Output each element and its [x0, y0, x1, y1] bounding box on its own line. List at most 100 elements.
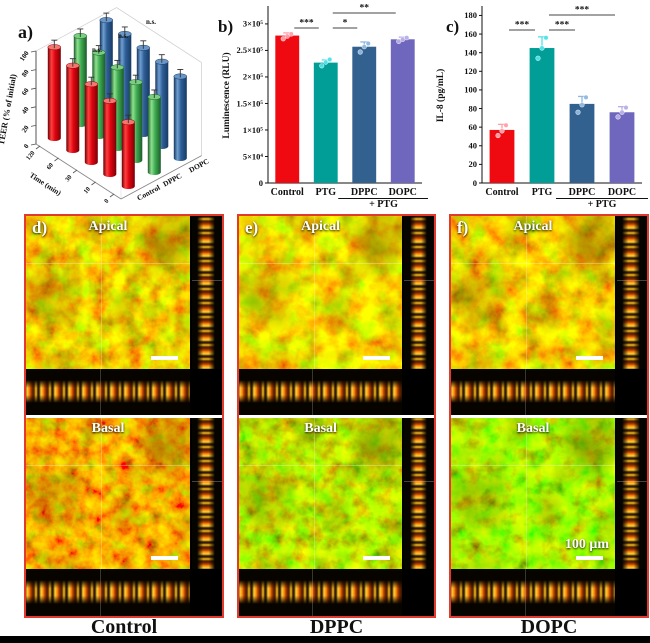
ortho-xz-strip [239, 369, 403, 415]
figure-bottom-border [0, 636, 650, 643]
panel-e-letter: e) [245, 218, 259, 237]
svg-text:80: 80 [20, 68, 31, 79]
svg-text:IL-8 (pg/mL): IL-8 (pg/mL) [435, 69, 446, 123]
svg-text:PTG: PTG [532, 187, 553, 198]
panel-f-basal-xz-row [451, 569, 647, 616]
caption-dppc: DPPC [309, 616, 364, 638]
svg-text:120: 120 [25, 150, 37, 162]
scale-bar [363, 356, 391, 360]
ortho-yz-strip [192, 216, 222, 369]
svg-text:5×10⁴: 5×10⁴ [243, 151, 264, 161]
apical-label: Apical [513, 219, 553, 234]
crosshair-line [26, 464, 190, 466]
ortho-yz-strip [192, 418, 222, 569]
panel-b-luminescence-chart: 0 5×10⁴ 1×10⁵ 1.5×10⁵ 2×10⁵ 2.5×10⁵ 3×10⁵ Contr… [218, 4, 428, 208]
apical-basal-divider [239, 415, 434, 418]
panel-f-apical-row: f) Apical [451, 216, 647, 369]
basal-label: Basal [516, 421, 550, 436]
crosshair-line [239, 263, 403, 265]
confocal-image-e-basal: Basal [239, 418, 403, 569]
svg-text:Control: Control [485, 187, 518, 198]
svg-text:n.s.: n.s. [92, 46, 102, 54]
confocal-image-f-basal: Basal 100 μm [451, 418, 615, 569]
svg-text:1×10⁵: 1×10⁵ [243, 125, 264, 135]
panel-f-letter: f) [457, 218, 469, 237]
panel-d-apical-row: d) Apical [26, 216, 222, 369]
apical-basal-divider [26, 415, 222, 418]
svg-text:0: 0 [103, 198, 110, 205]
svg-text:c): c) [446, 17, 459, 36]
caption-control: Control [90, 616, 158, 638]
svg-text:140: 140 [464, 47, 477, 57]
crosshair-line [314, 216, 316, 369]
crosshair-line [101, 418, 103, 569]
svg-text:**: ** [360, 4, 370, 14]
confocal-image-f-apical: f) Apical [451, 216, 615, 369]
crosshair-line [26, 263, 190, 265]
panel-e-basal-row: Basal [239, 418, 434, 569]
svg-text:80: 80 [469, 103, 478, 113]
basal-label: Basal [91, 421, 125, 436]
crosshair-line [101, 216, 103, 369]
crosshair-line [451, 464, 615, 466]
svg-text:***: *** [575, 6, 590, 16]
svg-text:100: 100 [464, 85, 477, 95]
svg-text:60: 60 [469, 122, 478, 132]
svg-text:2×10⁵: 2×10⁵ [243, 72, 264, 82]
ortho-corner [617, 569, 647, 616]
svg-text:***: *** [299, 19, 314, 29]
crosshair-line [526, 418, 528, 569]
ortho-xz-strip [26, 569, 190, 616]
ortho-yz-strip [617, 216, 647, 369]
svg-text:40: 40 [20, 105, 31, 116]
svg-text:Control: Control [135, 183, 161, 203]
svg-text:0: 0 [473, 178, 477, 188]
crosshair-line [526, 216, 528, 369]
apical-label: Apical [301, 219, 341, 234]
panel-c-il8-chart: 0 20 40 60 80 100 120 140 160 180 Control PTG DPPC DO… [435, 6, 648, 208]
ortho-yz-strip [617, 418, 647, 569]
svg-text:Luminescence (RLU): Luminescence (RLU) [221, 52, 232, 138]
apical-label: Apical [88, 219, 128, 234]
svg-text:b): b) [218, 17, 233, 36]
svg-text:***: *** [515, 21, 530, 31]
panel-d-apical-xz-row [26, 369, 222, 415]
svg-text:2.5×10⁵: 2.5×10⁵ [236, 45, 263, 55]
svg-text:10: 10 [82, 186, 92, 195]
panel-e-apical-row: e) Apical [239, 216, 434, 369]
panel-f-basal-row: Basal 100 μm [451, 418, 647, 569]
crosshair-line [239, 464, 403, 466]
svg-text:0: 0 [259, 178, 263, 188]
scale-bar [576, 556, 603, 560]
svg-text:DPPC: DPPC [351, 187, 378, 198]
confocal-image-e-apical: e) Apical [239, 216, 403, 369]
svg-text:3×10⁵: 3×10⁵ [243, 19, 264, 29]
scale-bar [576, 356, 603, 360]
panel-d-basal-xz-row [26, 569, 222, 616]
scale-bar [151, 356, 178, 360]
caption-dopc: DOPC [520, 616, 578, 638]
svg-text:DOPC: DOPC [187, 157, 210, 175]
svg-text:180: 180 [464, 10, 477, 20]
svg-text:DPPC: DPPC [161, 171, 183, 188]
ortho-corner [404, 369, 434, 415]
svg-text:60: 60 [45, 162, 55, 171]
svg-text:DPPC: DPPC [569, 187, 596, 198]
panel-f-confocal: f) Apical Basal 100 μm [449, 214, 649, 618]
svg-text:160: 160 [464, 29, 477, 39]
apical-basal-divider [451, 415, 647, 418]
svg-text:0: 0 [22, 142, 31, 150]
svg-text:Control: Control [271, 187, 304, 198]
ortho-corner [404, 569, 434, 616]
scale-bar-label: 100 μm [564, 537, 609, 552]
crosshair-line [314, 418, 316, 569]
svg-text:100: 100 [18, 49, 31, 63]
svg-text:***: *** [555, 21, 570, 31]
svg-text:+ PTG: + PTG [369, 199, 398, 208]
panel-d-confocal: d) Apical Basal [24, 214, 224, 618]
basal-label: Basal [304, 421, 337, 436]
scale-bar [363, 556, 391, 560]
panel-e-basal-xz-row [239, 569, 434, 616]
